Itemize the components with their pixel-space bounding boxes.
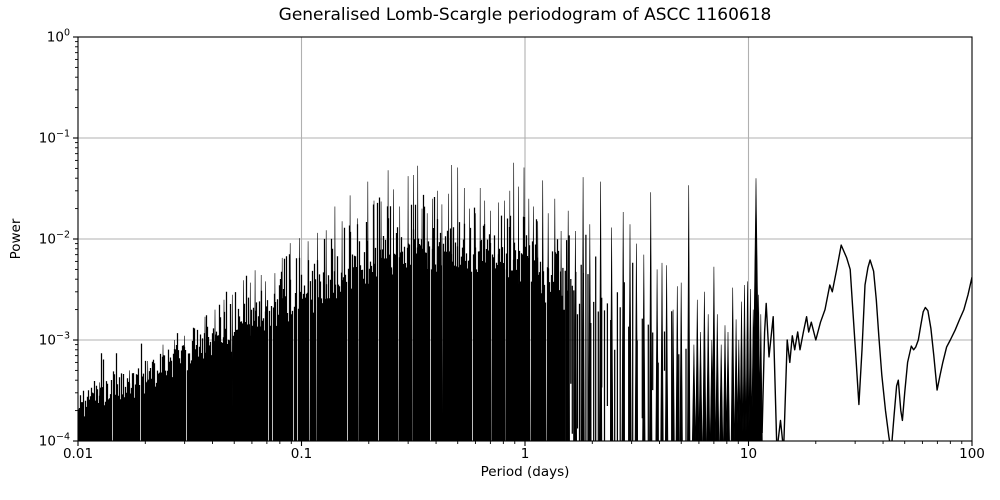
x-tick-label: 0.1 — [291, 446, 312, 462]
x-tick-label: 10 — [740, 446, 757, 462]
x-tick-label: 0.01 — [63, 446, 93, 462]
y-axis-label: Power — [8, 218, 24, 260]
power-spectrum-peaks — [98, 162, 763, 441]
y-tick-label: 10−1 — [39, 129, 70, 147]
y-tick-label: 10−2 — [39, 230, 70, 248]
y-tick-label: 100 — [47, 28, 70, 46]
chart-title: Generalised Lomb-Scargle periodogram of … — [278, 5, 772, 25]
x-tick-label: 1 — [521, 446, 530, 462]
x-axis-label: Period (days) — [480, 464, 570, 480]
x-tick-label: 100 — [959, 446, 985, 462]
power-spectrum-noise — [78, 194, 687, 441]
y-tick-label: 10−4 — [39, 432, 70, 450]
y-tick-label: 10−3 — [39, 331, 70, 349]
power-spectrum-tail — [761, 244, 972, 441]
